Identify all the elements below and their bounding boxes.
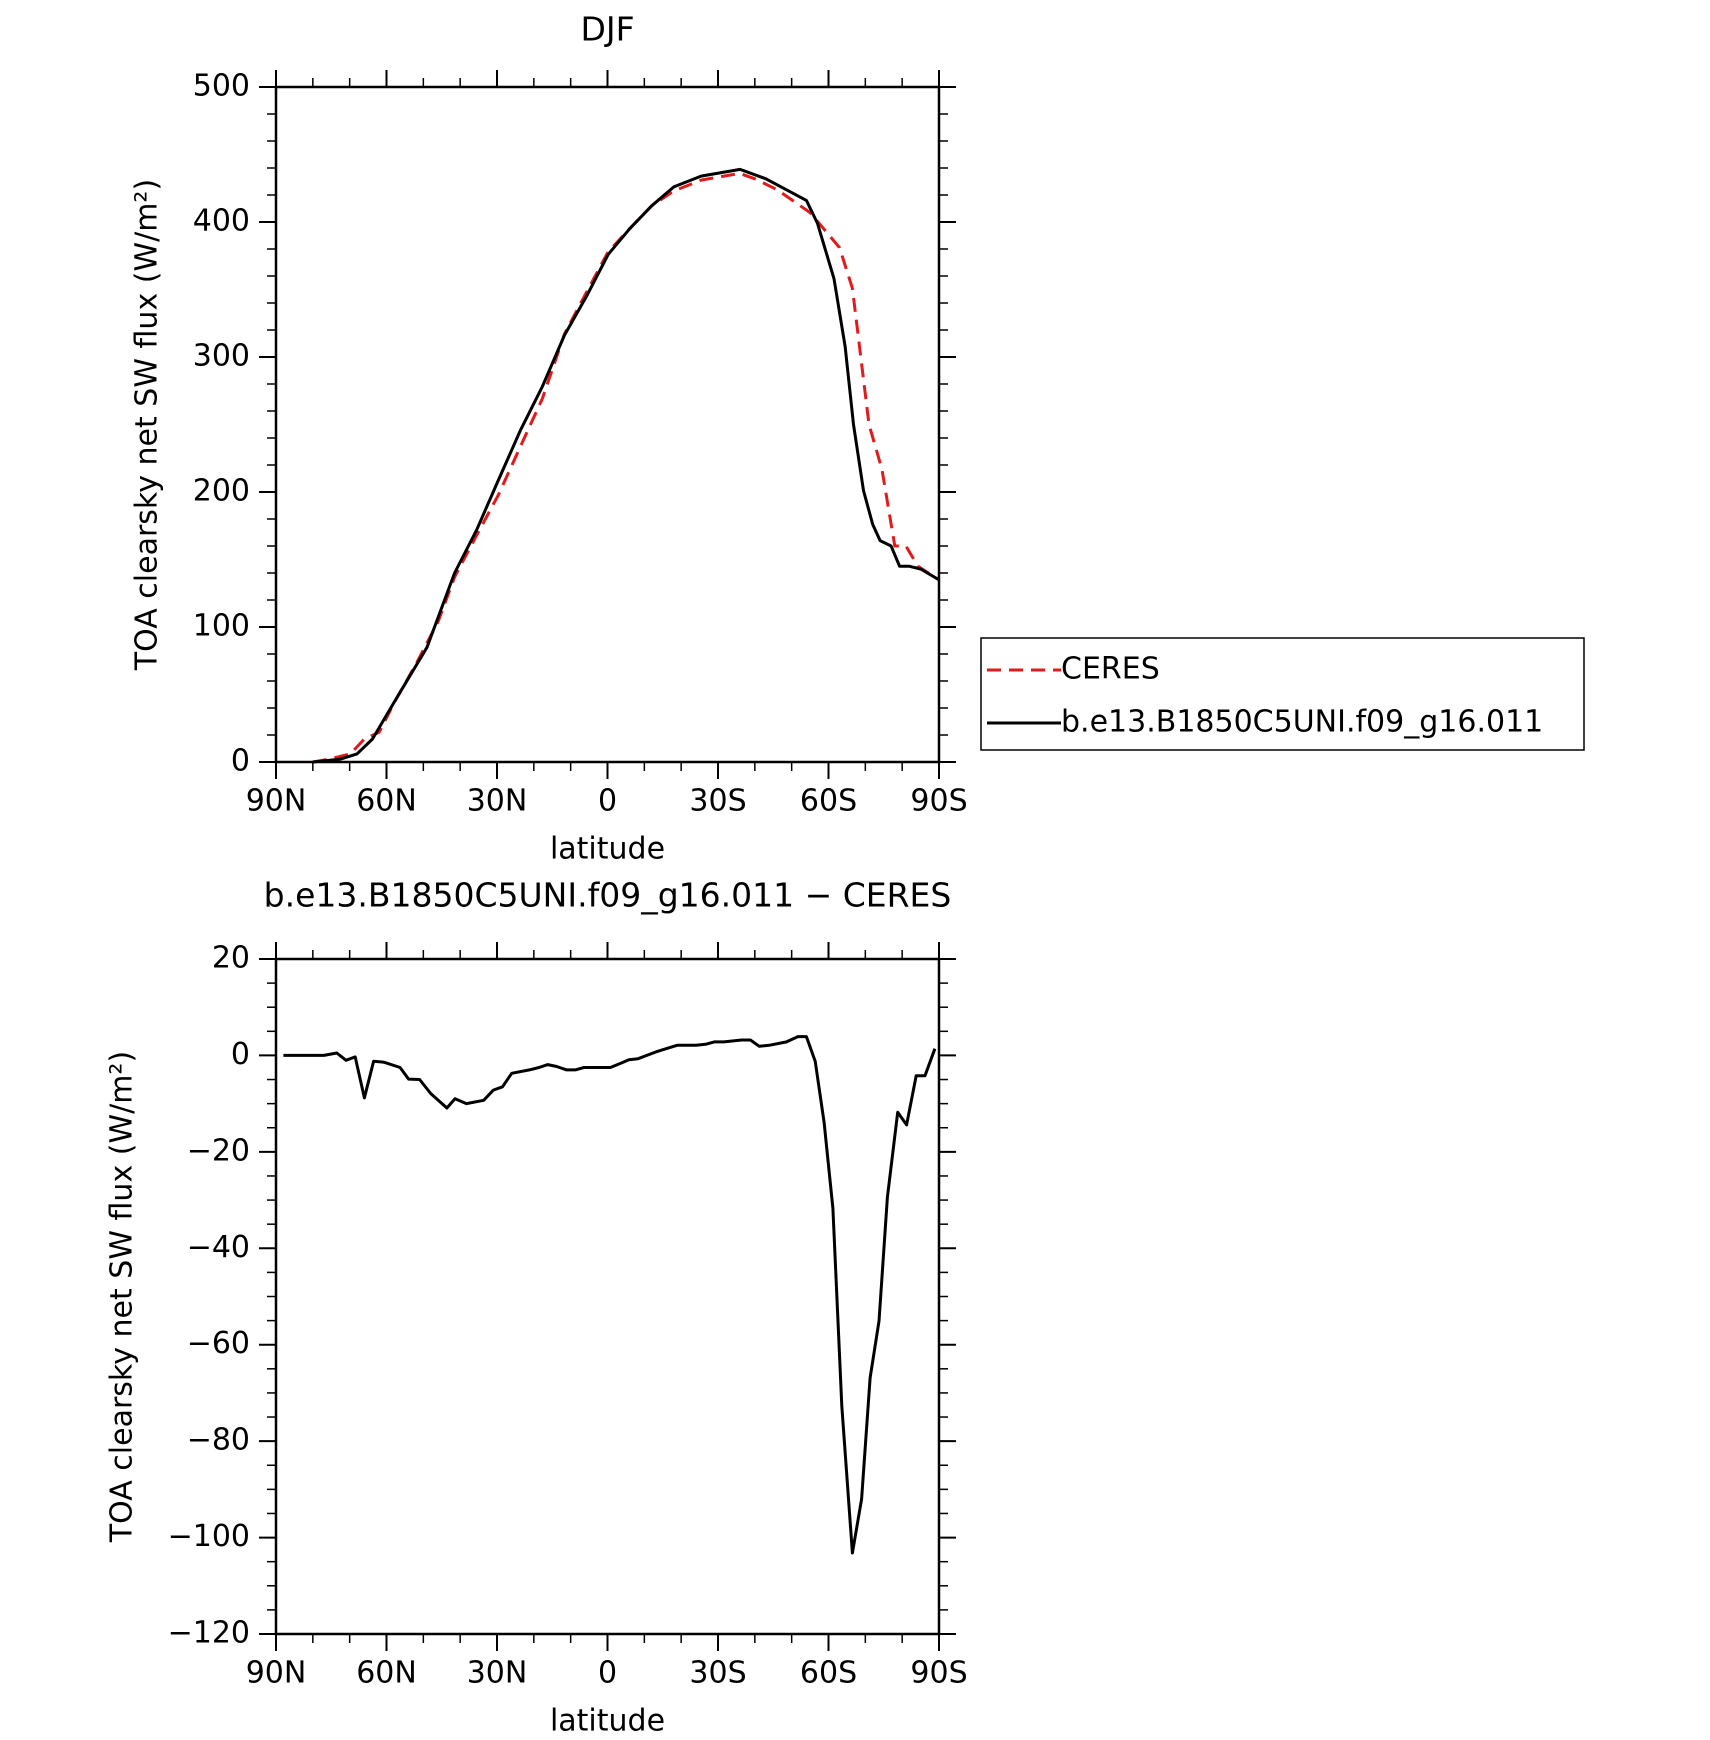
y-axis-label: TOA clearsky net SW flux (W/m²) — [105, 1051, 140, 1543]
data-line — [283, 1035, 937, 1555]
x-tick-label: 0 — [598, 784, 617, 819]
x-axis-label: latitude — [550, 832, 665, 867]
x-tick-label: 90N — [246, 784, 307, 819]
x-tick-label: 90S — [910, 784, 967, 819]
legend-label: CERES — [1061, 652, 1160, 687]
x-tick-label: 30S — [689, 1656, 746, 1691]
x-tick-label: 30N — [467, 1656, 528, 1691]
legend-label: b.e13.B1850C5UNI.f09_g16.011 — [1061, 705, 1543, 740]
x-tick-label: 30S — [689, 784, 746, 819]
y-tick-label: −60 — [187, 1326, 250, 1361]
y-tick-label: −120 — [168, 1616, 250, 1651]
x-tick-label: 90S — [910, 1656, 967, 1691]
y-tick-label: 20 — [212, 941, 250, 976]
plot-frame — [274, 957, 941, 1636]
y-tick-label: −100 — [168, 1519, 250, 1554]
plot-frame — [274, 85, 941, 764]
chart-title: b.e13.B1850C5UNI.f09_g16.011 − CERES — [264, 876, 952, 915]
legend-box — [980, 637, 1585, 751]
x-axis-label: latitude — [550, 1704, 665, 1739]
data-line — [312, 167, 940, 764]
y-tick-label: −80 — [187, 1423, 250, 1458]
y-tick-label: 100 — [193, 609, 250, 644]
y-tick-label: 200 — [193, 474, 250, 509]
y-tick-label: 400 — [193, 204, 250, 239]
x-tick-label: 0 — [598, 1656, 617, 1691]
x-tick-label: 60N — [356, 784, 417, 819]
y-tick-label: 300 — [193, 339, 250, 374]
y-tick-label: 0 — [231, 744, 250, 779]
x-tick-label: 60N — [356, 1656, 417, 1691]
y-tick-label: −20 — [187, 1133, 250, 1168]
y-tick-label: −40 — [187, 1230, 250, 1265]
x-tick-label: 30N — [467, 784, 528, 819]
y-tick-label: 500 — [193, 69, 250, 104]
data-line — [312, 171, 940, 764]
x-tick-label: 90N — [246, 1656, 307, 1691]
x-tick-label: 60S — [800, 784, 857, 819]
y-tick-label: 0 — [231, 1037, 250, 1072]
x-tick-label: 60S — [800, 1656, 857, 1691]
y-axis-label: TOA clearsky net SW flux (W/m²) — [130, 179, 165, 671]
chart-title: DJF — [580, 10, 634, 49]
